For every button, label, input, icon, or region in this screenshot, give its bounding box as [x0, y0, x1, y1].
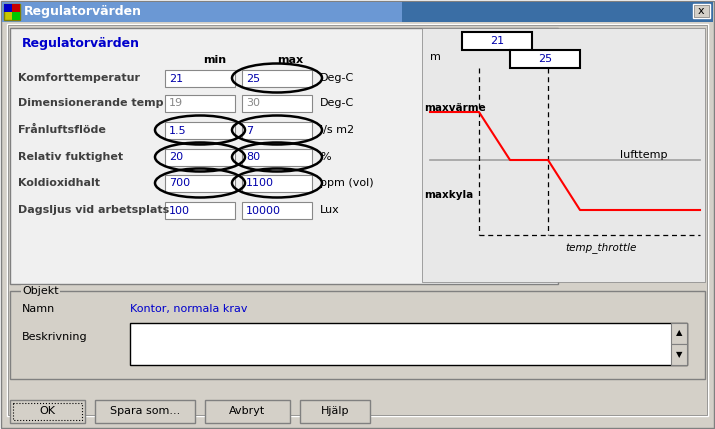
Text: temp_throttle: temp_throttle — [565, 242, 636, 254]
Text: 30: 30 — [246, 99, 260, 109]
Bar — [242, 95, 312, 112]
Text: ▼: ▼ — [676, 350, 682, 360]
Text: maxkyla: maxkyla — [424, 190, 473, 200]
Text: Kontor, normala krav: Kontor, normala krav — [130, 304, 247, 314]
Polygon shape — [367, 65, 420, 258]
Text: Objekt: Objekt — [22, 286, 59, 296]
Bar — [671, 344, 687, 365]
Text: maxvärme: maxvärme — [424, 103, 485, 113]
Bar — [242, 149, 312, 166]
Bar — [165, 175, 235, 192]
Text: Regulatorvärden: Regulatorvärden — [22, 37, 140, 51]
Text: Dagsljus vid arbetsplats: Dagsljus vid arbetsplats — [18, 205, 169, 215]
Text: Hjälp: Hjälp — [321, 407, 349, 417]
Bar — [95, 400, 195, 423]
Text: %: % — [320, 152, 330, 162]
Text: Komforttemperatur: Komforttemperatur — [18, 73, 140, 83]
Bar — [242, 202, 312, 219]
Text: m: m — [430, 52, 441, 62]
Bar — [462, 32, 532, 50]
Text: Spara som...: Spara som... — [110, 407, 180, 417]
Text: 19: 19 — [169, 99, 183, 109]
Text: Deg-C: Deg-C — [320, 98, 354, 108]
Text: ▲: ▲ — [676, 329, 682, 338]
Text: ppm (vol): ppm (vol) — [320, 178, 374, 188]
Text: lufttemp: lufttemp — [620, 150, 668, 160]
Bar — [693, 4, 710, 18]
Bar — [2, 2, 713, 22]
Text: 25: 25 — [538, 54, 552, 64]
Bar — [130, 323, 687, 365]
Text: 1.5: 1.5 — [169, 126, 187, 136]
Bar — [165, 149, 235, 166]
Text: max: max — [277, 55, 303, 65]
Bar — [165, 95, 235, 112]
Bar — [165, 122, 235, 139]
Text: x: x — [698, 6, 704, 16]
Text: Namn: Namn — [22, 304, 55, 314]
Text: OK: OK — [39, 407, 56, 417]
Bar — [10, 400, 85, 423]
Bar — [4, 4, 12, 12]
Bar — [165, 202, 235, 219]
Text: 100: 100 — [169, 205, 190, 215]
Bar — [422, 28, 705, 282]
Text: Koldioxidhalt: Koldioxidhalt — [18, 178, 100, 188]
Text: Avbryt: Avbryt — [230, 407, 266, 417]
Bar — [165, 70, 235, 87]
Text: l/s m2: l/s m2 — [320, 125, 354, 135]
Text: Lux: Lux — [320, 205, 340, 215]
Bar — [205, 400, 290, 423]
Bar — [300, 400, 370, 423]
Text: Deg-C: Deg-C — [320, 73, 354, 83]
Text: Beskrivning: Beskrivning — [22, 332, 88, 342]
Bar — [12, 12, 20, 20]
Text: Relativ fuktighet: Relativ fuktighet — [18, 152, 123, 162]
Bar — [2, 2, 402, 22]
Bar — [510, 50, 580, 68]
Bar — [13, 403, 82, 420]
Text: 1100: 1100 — [246, 178, 274, 188]
Bar — [694, 5, 709, 17]
Bar — [242, 122, 312, 139]
Bar — [10, 291, 705, 379]
Bar — [242, 70, 312, 87]
Text: 20: 20 — [169, 152, 183, 163]
Text: 21: 21 — [169, 73, 183, 84]
Text: Frånluftsflöde: Frånluftsflöde — [18, 125, 106, 135]
Bar — [4, 4, 20, 20]
Bar — [671, 323, 687, 344]
Text: 7: 7 — [246, 126, 253, 136]
Text: 10000: 10000 — [246, 205, 281, 215]
Bar — [10, 28, 558, 284]
Text: 80: 80 — [246, 152, 260, 163]
Bar — [12, 4, 20, 12]
Text: 25: 25 — [246, 73, 260, 84]
Text: 21: 21 — [490, 36, 504, 46]
Text: min: min — [204, 55, 227, 65]
Bar — [242, 175, 312, 192]
Text: Dimensionerande temp: Dimensionerande temp — [18, 98, 164, 108]
Text: 700: 700 — [169, 178, 190, 188]
Text: Regulatorvärden: Regulatorvärden — [24, 6, 142, 18]
